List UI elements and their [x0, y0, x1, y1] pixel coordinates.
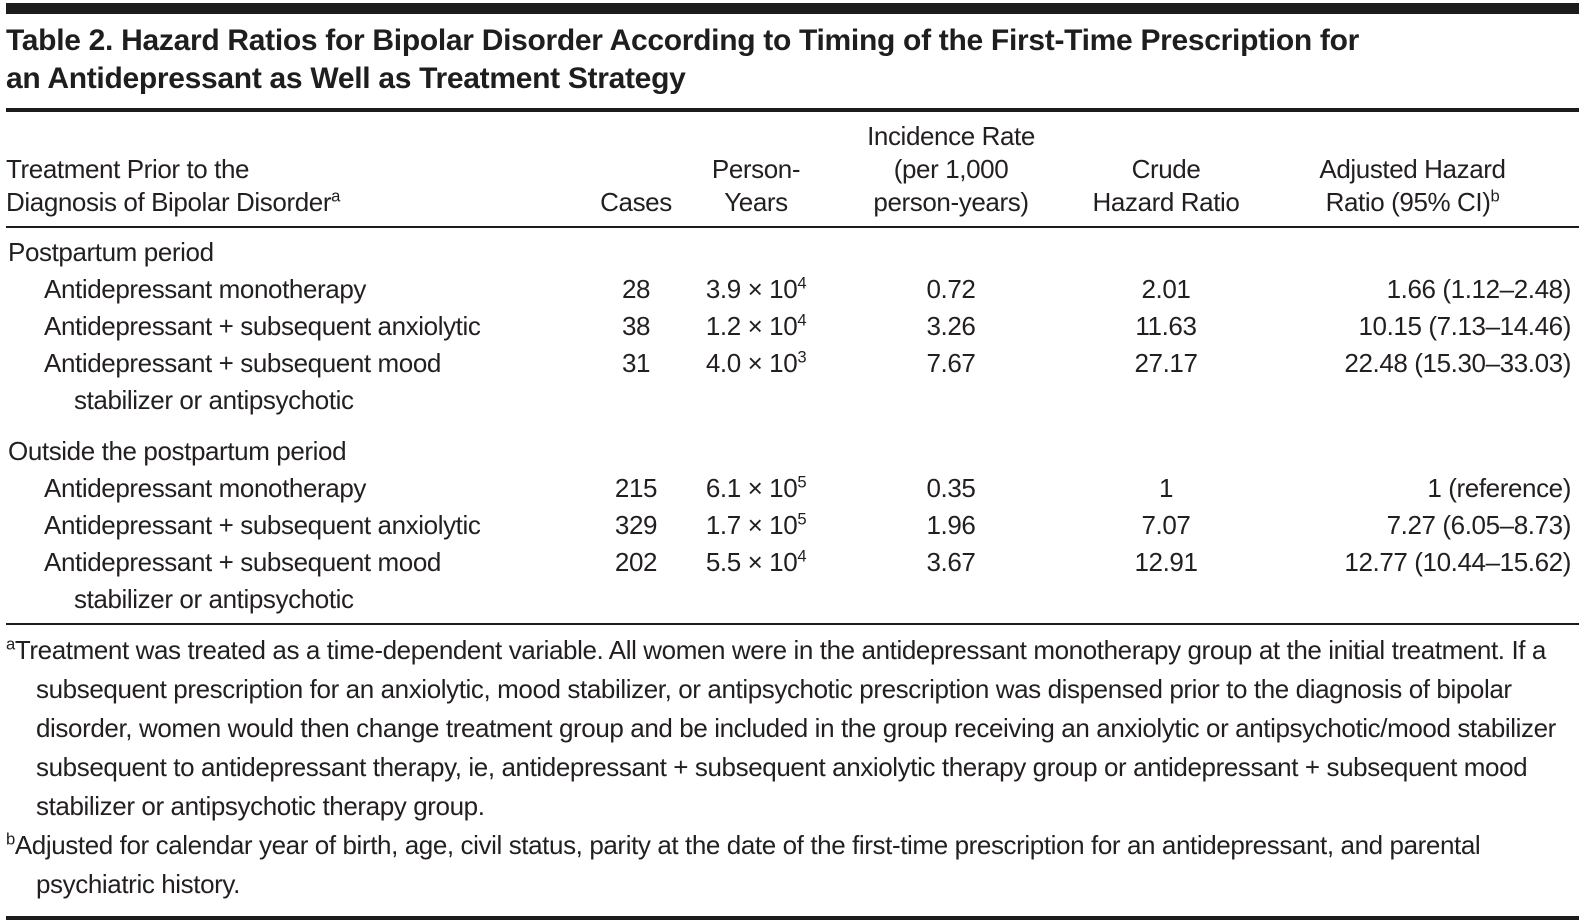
person-years-cell: 4.0 × 103: [705, 347, 807, 378]
footnote-b-marker-ref: b: [1490, 186, 1500, 206]
col-header-treatment-line2: Diagnosis of Bipolar Disordera: [6, 186, 340, 217]
table-title-line1: Table 2. Hazard Ratios for Bipolar Disor…: [6, 24, 1360, 57]
treatment-cell: Antidepressant + subsequent anxiolytic: [44, 311, 481, 341]
adjusted-hr-cell: 7.27 (6.05–8.73): [1386, 510, 1572, 540]
incidence-rate-cell: 7.67: [926, 348, 976, 378]
cases-cell: 329: [614, 510, 658, 540]
col-header-crude-hazard-ratio: Crude Hazard Ratio: [1092, 154, 1240, 217]
group-spacer: [6, 419, 1579, 433]
table-title: Table 2. Hazard Ratios for Bipolar Disor…: [6, 22, 1579, 98]
table-header: Treatment Prior to the Diagnosis of Bipo…: [6, 112, 1579, 226]
footnote-b: bAdjusted for calendar year of birth, ag…: [6, 826, 1579, 904]
table-figure: Table 2. Hazard Ratios for Bipolar Disor…: [0, 3, 1585, 923]
exponent: 4: [797, 273, 807, 293]
person-years-cell: 1.2 × 104: [705, 310, 807, 341]
adjusted-hr-cell: 22.48 (15.30–33.03): [1344, 348, 1571, 378]
treatment-cell: Antidepressant monotherapy: [44, 274, 367, 304]
bottom-rule: [6, 916, 1579, 920]
table-row: Antidepressant + subsequent anxiolytic 3…: [6, 308, 1579, 345]
incidence-rate-cell: 1.96: [926, 510, 976, 540]
col-header-treatment: Treatment Prior to the Diagnosis of Bipo…: [6, 153, 576, 219]
footnotes: aTreatment was treated as a time-depende…: [6, 625, 1579, 906]
adjusted-hr-cell: 1 (reference): [1427, 473, 1571, 503]
footnote-a-text: Treatment was treated as a time-dependen…: [14, 635, 1556, 821]
table-row: Antidepressant + subsequent mood stabili…: [6, 345, 1579, 419]
col-header-cases: Cases: [600, 187, 672, 217]
cases-cell: 215: [614, 473, 658, 503]
table-row: Antidepressant + subsequent mood stabili…: [6, 544, 1579, 618]
col-header-person-years: Person- Years: [711, 154, 801, 217]
footnote-a-marker-ref: a: [331, 186, 340, 206]
exponent: 4: [797, 310, 807, 330]
exponent: 3: [797, 347, 807, 367]
table-body: Postpartum period Antidepressant monothe…: [6, 228, 1579, 623]
table-title-line2: an Antidepressant as Well as Treatment S…: [6, 62, 686, 95]
col-header-incidence-rate: Incidence Rate (per 1,000 person-years): [867, 121, 1035, 217]
table-row: Antidepressant + subsequent anxiolytic 3…: [6, 507, 1579, 544]
crude-hr-cell: 2.01: [1141, 274, 1191, 304]
footnote-a-marker: a: [6, 634, 15, 654]
cases-cell: 38: [621, 311, 651, 341]
treatment-cell: Antidepressant monotherapy: [44, 473, 367, 503]
footnote-b-marker: b: [6, 829, 15, 849]
person-years-cell: 5.5 × 104: [705, 546, 807, 577]
crude-hr-cell: 12.91: [1134, 547, 1198, 577]
footnote-b-text: Adjusted for calendar year of birth, age…: [14, 830, 1481, 899]
treatment-cell: Antidepressant + subsequent mood stabili…: [44, 547, 441, 614]
incidence-rate-cell: 0.35: [926, 473, 976, 503]
body-divider: [6, 623, 1579, 625]
person-years-cell: 1.7 × 105: [705, 509, 807, 540]
top-rule: [6, 3, 1579, 14]
incidence-rate-cell: 3.67: [926, 547, 976, 577]
title-divider: [6, 108, 1579, 112]
col-header-treatment-line1: Treatment Prior to the: [6, 154, 250, 184]
cases-cell: 202: [614, 547, 658, 577]
exponent: 5: [797, 472, 807, 492]
crude-hr-cell: 7.07: [1141, 510, 1191, 540]
person-years-cell: 6.1 × 105: [705, 472, 807, 503]
adjusted-hr-cell: 1.66 (1.12–2.48): [1386, 274, 1572, 304]
adjusted-hr-cell: 12.77 (10.44–15.62): [1344, 547, 1571, 577]
footnote-a: aTreatment was treated as a time-depende…: [6, 631, 1579, 826]
exponent: 4: [797, 546, 807, 566]
crude-hr-cell: 11.63: [1135, 311, 1197, 341]
header-divider: [6, 226, 1579, 228]
adjusted-hr-cell: 10.15 (7.13–14.46): [1358, 311, 1571, 341]
treatment-cell: Antidepressant + subsequent mood stabili…: [44, 348, 441, 415]
col-header-adjusted-hazard-ratio: Adjusted Hazard Ratio (95% CI)b: [1246, 153, 1579, 219]
table-row: Antidepressant monotherapy 28 3.9 × 104 …: [6, 271, 1579, 308]
cases-cell: 28: [621, 274, 651, 304]
group-row-postpartum: Postpartum period: [8, 237, 214, 267]
crude-hr-cell: 1: [1158, 473, 1174, 503]
person-years-cell: 3.9 × 104: [705, 273, 807, 304]
treatment-cell: Antidepressant + subsequent anxiolytic: [44, 510, 481, 540]
table-row: Antidepressant monotherapy 215 6.1 × 105…: [6, 470, 1579, 507]
exponent: 5: [797, 509, 807, 529]
incidence-rate-cell: 0.72: [926, 274, 976, 304]
crude-hr-cell: 27.17: [1134, 348, 1198, 378]
group-row-outside-postpartum: Outside the postpartum period: [8, 436, 347, 466]
col-header-adjusted-line2: Ratio (95% CI)b: [1325, 186, 1500, 217]
cases-cell: 31: [621, 348, 651, 378]
incidence-rate-cell: 3.26: [926, 311, 976, 341]
